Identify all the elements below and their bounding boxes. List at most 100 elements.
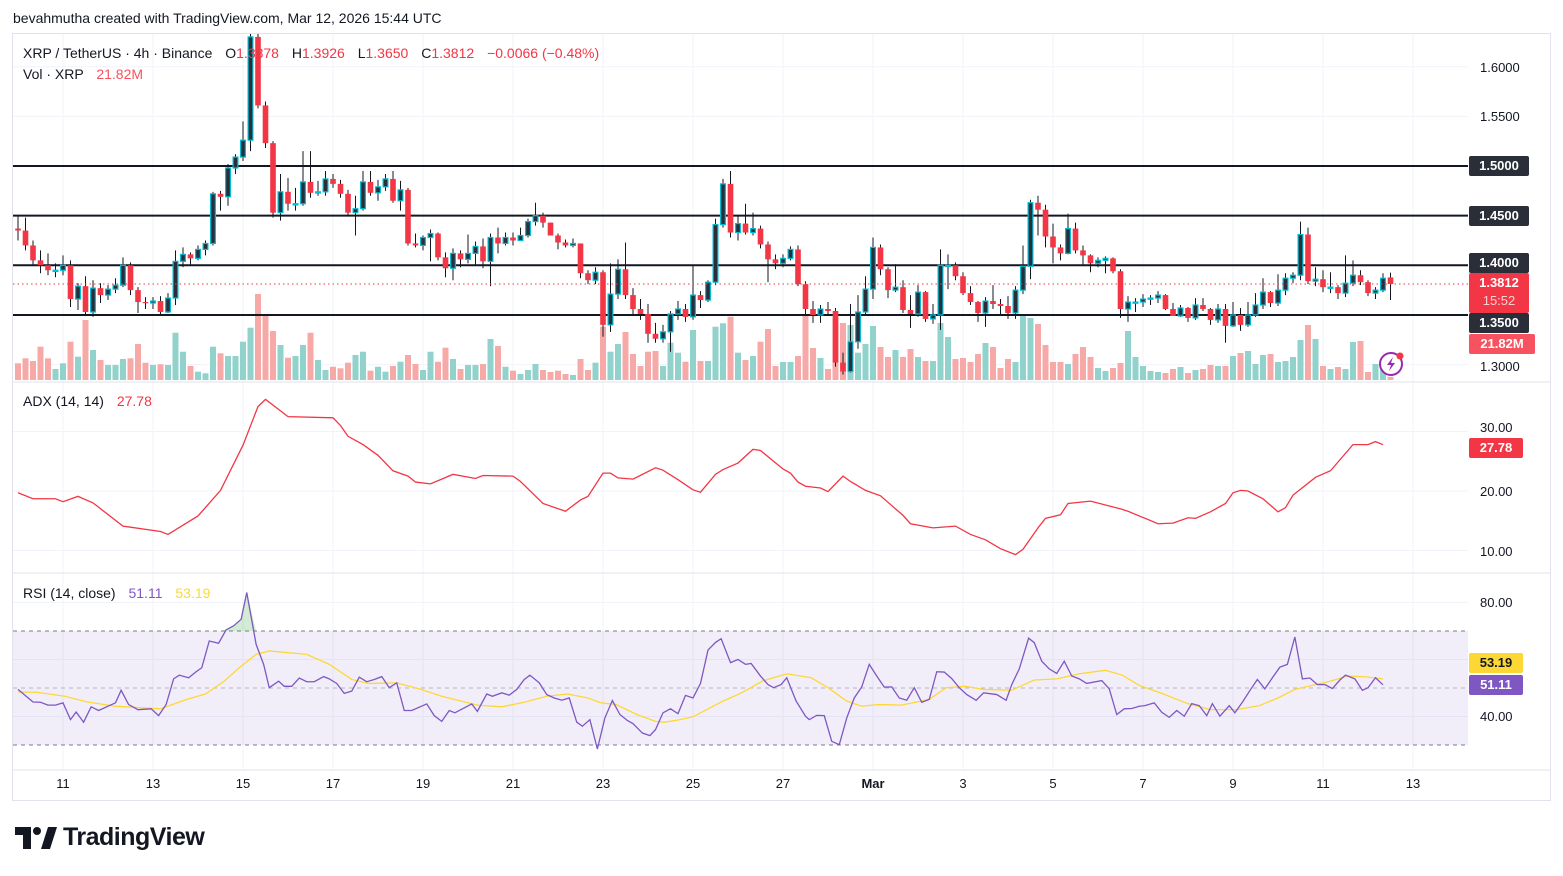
candle <box>607 263 614 332</box>
candle <box>315 180 322 196</box>
volume-bar <box>615 344 621 380</box>
candle <box>225 164 232 206</box>
candle-body <box>1110 258 1116 272</box>
candle-body <box>547 222 554 236</box>
candle-body <box>1147 297 1154 300</box>
candle-body <box>119 264 126 286</box>
lightning-icon[interactable] <box>1379 352 1404 376</box>
candle-body <box>742 223 749 233</box>
candle-body <box>960 276 966 294</box>
candle <box>232 154 239 174</box>
rsi-pane <box>13 592 1468 750</box>
candle-body <box>405 189 411 244</box>
bar-countdown: 15:52 <box>1482 293 1516 308</box>
volume-bar <box>105 365 111 380</box>
candle <box>1005 296 1011 319</box>
volume-bar <box>652 351 659 380</box>
candle-body <box>652 333 659 339</box>
volume-bar <box>1095 368 1101 380</box>
candle-body <box>165 297 172 313</box>
tradingview-logo[interactable]: TradingView <box>15 823 205 852</box>
volume-title: Vol · XRP <box>23 66 84 82</box>
volume-bar <box>1207 365 1214 380</box>
candle-body <box>1222 308 1229 326</box>
volume-bar <box>682 361 689 380</box>
volume-legend[interactable]: Vol · XRP 21.82M <box>23 66 143 82</box>
candle-body <box>1057 247 1064 254</box>
volume-bar <box>900 357 906 380</box>
volume-bar <box>1125 331 1131 380</box>
candle <box>82 276 89 315</box>
level-label[interactable]: 1.4500 <box>1469 206 1529 226</box>
candle-body <box>1012 289 1019 314</box>
candle <box>270 141 276 218</box>
volume-bar <box>165 365 171 380</box>
volume-bar <box>1147 371 1154 380</box>
volume-bar <box>787 362 794 380</box>
candle-body <box>1274 289 1281 304</box>
adx-legend[interactable]: ADX (14, 14) 27.78 <box>23 393 152 409</box>
volume-bar <box>435 361 441 380</box>
candle <box>975 301 981 322</box>
volume-bar <box>555 370 561 380</box>
volume-bar <box>562 374 569 380</box>
volume-bar <box>735 352 741 380</box>
candle <box>742 203 749 235</box>
volume-bar <box>517 374 524 380</box>
candle-body <box>1162 295 1169 309</box>
candle <box>840 352 846 375</box>
candle-body <box>1237 314 1244 325</box>
volume-bar <box>525 370 531 380</box>
rsi-legend[interactable]: RSI (14, close) 51.11 53.19 <box>23 585 210 601</box>
candle <box>1342 255 1349 298</box>
rsi-tick: 80.00 <box>1480 595 1513 610</box>
volume-bar <box>15 363 21 380</box>
volume-bar <box>255 294 261 380</box>
volume-bar <box>982 343 989 380</box>
rsi-ma-line <box>17 650 1384 723</box>
candle-body <box>157 301 164 312</box>
candle-body <box>854 311 861 343</box>
adx-pane <box>17 398 1384 556</box>
candle-body <box>1342 282 1349 294</box>
candle-body <box>412 243 419 246</box>
volume-bar <box>67 341 74 380</box>
volume-bar <box>1020 315 1026 380</box>
volume-bar <box>532 364 539 380</box>
volume-bar <box>45 358 51 380</box>
candle <box>180 247 187 268</box>
symbol-legend[interactable]: XRP / TetherUS · 4h · Binance O1.3878 H1… <box>23 45 599 61</box>
candle <box>104 285 111 301</box>
candle-body <box>877 247 884 270</box>
candle-body <box>510 237 516 241</box>
volume-bar <box>270 331 276 380</box>
volume-bar <box>202 373 209 380</box>
candle-body <box>1139 298 1146 303</box>
candle-body <box>1244 314 1251 326</box>
symbol-title[interactable]: XRP / TetherUS · 4h · Binance <box>23 45 213 61</box>
candle-body <box>1132 301 1139 304</box>
volume-bar <box>697 361 704 380</box>
candle <box>367 170 374 196</box>
last-price-value: 1.3812 <box>1479 275 1519 290</box>
volume-bar <box>1267 354 1274 380</box>
candle-body <box>15 228 21 231</box>
volume-bar <box>367 370 374 380</box>
candle-body <box>555 235 561 243</box>
volume-bar <box>405 355 411 380</box>
volume-bar <box>1072 354 1079 380</box>
candle <box>322 170 329 196</box>
chart-frame <box>12 33 1551 801</box>
adx-tick: 10.00 <box>1480 544 1513 559</box>
candle-body <box>1094 259 1101 264</box>
candle-body <box>689 294 696 318</box>
candle <box>577 243 584 279</box>
time-tick: 13 <box>1405 776 1421 791</box>
level-label[interactable]: 1.4000 <box>1469 253 1529 273</box>
level-label[interactable]: 1.3500 <box>1469 313 1529 333</box>
candle-body <box>487 236 494 262</box>
level-label[interactable]: 1.5000 <box>1469 156 1529 176</box>
volume-bar <box>907 349 914 380</box>
candle-body <box>937 264 944 316</box>
